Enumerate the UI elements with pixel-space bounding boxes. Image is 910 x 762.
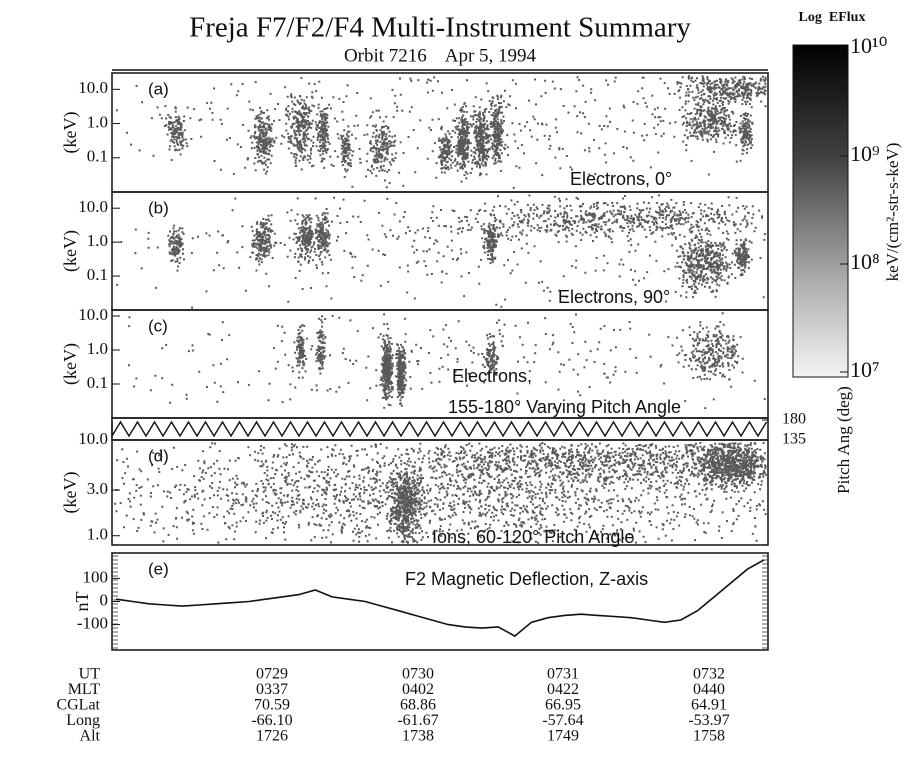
y-tick-label: 0.1 [87,265,108,284]
cell: 0732 [693,666,725,683]
panel-letter: (c) [148,316,168,335]
panel-caption: Electrons, [452,366,532,386]
cell: -61.67 [397,712,438,729]
y-tick-label: 100 [83,567,109,586]
spectrogram-texture [115,75,767,189]
y-tick-label: 10.0 [78,78,108,97]
pitch-tick-label: 135 [782,431,806,448]
panel-letter: (a) [148,79,169,98]
cell: 68.86 [400,697,436,714]
pitch-axis-label: Pitch Ang (deg) [834,386,853,494]
cell: -53.97 [688,712,729,729]
cell: 0731 [547,666,579,683]
y-tick-label: -100 [77,614,108,633]
cell: 0729 [256,666,288,683]
panel-caption: Electrons, 0° [570,169,672,189]
cell: 0402 [402,681,434,698]
colorbar-tick-label: 10⁹ [850,141,880,166]
colorbar-tick-label: 10⁷ [850,357,880,382]
panel-letter: (b) [148,198,169,217]
y-tick-label: 10.0 [78,429,108,448]
pitch-tick-label: 180 [782,411,806,428]
y-tick-label: 0 [100,590,109,609]
panel-caption: F2 Magnetic Deflection, Z-axis [405,569,648,589]
cell: 0440 [693,681,725,698]
panel-frame [111,552,769,651]
cell: -66.10 [251,712,292,729]
pitch-angle-zigzag [111,420,768,439]
cell: 1758 [693,728,725,745]
cell: 66.95 [545,697,581,714]
subtitle: Orbit 7216 Apr 5, 1994 [344,45,537,66]
y-tick-label: 10.0 [78,305,108,324]
colorbar-title: Log EFlux [799,10,866,25]
spectrogram-texture [128,312,766,410]
cell: 1726 [256,728,288,745]
y-tick-label: 0.1 [87,373,108,392]
y-tick-label: 10.0 [78,197,108,216]
panel-caption: Electrons, 90° [558,287,670,307]
panel-frame [111,439,769,546]
y-axis-label: (keV) [60,112,81,154]
cell: -57.64 [542,712,583,729]
row-label: UT [79,666,101,683]
spectrogram-texture [116,194,766,309]
panel-caption: Ions, 60-120° Pitch Angle [432,527,634,547]
colorbar-tick-label: 10¹⁰ [850,33,888,58]
y-tick-label: 3.0 [87,479,108,498]
row-label: MLT [68,681,101,698]
panel-letter: (d) [148,446,169,465]
y-tick-label: 0.1 [87,147,108,166]
colorbar-tick-label: 10⁸ [850,249,880,274]
y-tick-label: 1.0 [87,525,108,544]
y-axis-label: nT [72,592,92,612]
row-label: CGLat [56,697,100,714]
y-axis-label: (keV) [60,343,81,385]
y-axis-label: (keV) [60,472,81,514]
data-line [115,559,765,638]
title: Freja F7/F2/F4 Multi-Instrument Summary [189,12,691,44]
y-tick-label: 1.0 [87,339,108,358]
cell: 64.91 [691,697,727,714]
y-tick-label: 1.0 [87,112,108,131]
y-tick-label: 1.0 [87,231,108,250]
cell: 70.59 [254,697,290,714]
cell: 1749 [547,728,579,745]
cell: 0337 [256,681,288,698]
colorbar-unit: keV/(cm²-str-s-keV) [883,143,902,282]
colorbar [792,44,849,378]
panel-letter: (e) [148,559,169,578]
panel-caption: 155-180° Varying Pitch Angle [448,397,681,417]
row-label: Long [66,712,100,729]
y-axis-label: (keV) [60,230,81,272]
cell: 0730 [402,666,434,683]
row-label: Alt [80,728,101,745]
cell: 1738 [402,728,434,745]
cell: 0422 [547,681,579,698]
